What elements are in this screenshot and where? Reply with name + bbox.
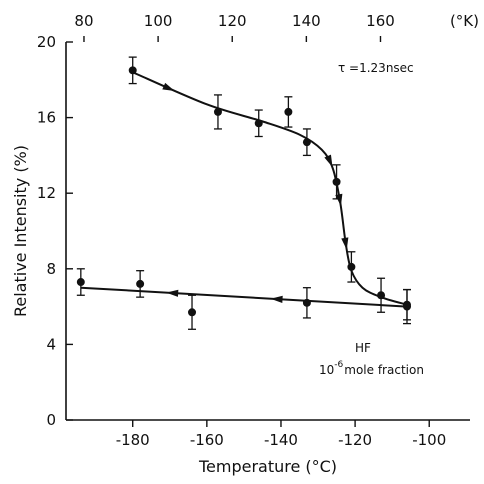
marker bbox=[128, 66, 137, 75]
data-point bbox=[136, 270, 145, 298]
data-point bbox=[76, 268, 85, 296]
data-point bbox=[377, 277, 386, 313]
marker bbox=[254, 119, 263, 128]
tau-annotation: τ =1.23nsec bbox=[338, 61, 414, 75]
fraction-exponent: -6 bbox=[334, 360, 343, 370]
y-tick-label: 20 bbox=[37, 33, 56, 51]
top-tick-label: 120 bbox=[218, 12, 247, 30]
y-tick-label: 4 bbox=[46, 335, 56, 353]
marker bbox=[76, 278, 85, 287]
marker bbox=[302, 138, 311, 147]
marker bbox=[347, 262, 356, 271]
marker bbox=[188, 308, 197, 317]
data-point bbox=[402, 288, 411, 321]
data-point bbox=[128, 56, 137, 85]
x-tick-label: -160 bbox=[190, 431, 224, 449]
fit-curves bbox=[80, 71, 408, 308]
data-point bbox=[213, 94, 222, 130]
ticks-layer: -180 -160 -140 -120 -100 0 4 8 12 16 20 80 100 120 140… bbox=[37, 12, 446, 449]
data-point bbox=[332, 164, 341, 200]
x-tick-label: -140 bbox=[264, 431, 298, 449]
x-tick-label: -120 bbox=[338, 431, 372, 449]
top-tick-label: 100 bbox=[144, 12, 173, 30]
y-axis-title: Relative Intensity (%) bbox=[11, 145, 30, 317]
mole-fraction-annotation: 10-6mole fraction bbox=[319, 360, 424, 377]
x-tick-label: -100 bbox=[412, 431, 446, 449]
direction-arrows bbox=[162, 82, 349, 303]
x-axis-title: Temperature (°C) bbox=[198, 457, 337, 476]
hf-annotation: HF bbox=[355, 341, 371, 355]
arrow-lower bbox=[166, 289, 179, 297]
fraction-text: mole fraction bbox=[344, 363, 424, 377]
fit-line-1 bbox=[80, 286, 408, 308]
marker bbox=[213, 107, 222, 116]
marker bbox=[136, 279, 145, 288]
data-points bbox=[76, 56, 411, 330]
top-tick-label: 80 bbox=[74, 12, 93, 30]
marker bbox=[284, 107, 293, 116]
y-tick-label: 16 bbox=[37, 109, 56, 127]
top-axis-unit: (°K) bbox=[450, 12, 479, 30]
x-tick-label: -180 bbox=[116, 431, 150, 449]
y-tick-label: 12 bbox=[37, 184, 56, 202]
arrow-upper bbox=[341, 237, 349, 250]
data-point bbox=[188, 294, 197, 330]
arrow-upper bbox=[324, 154, 333, 168]
fit-line-0 bbox=[132, 71, 408, 306]
data-point bbox=[302, 287, 311, 319]
y-tick-label: 0 bbox=[46, 411, 56, 429]
data-point bbox=[254, 109, 263, 138]
top-tick-label: 140 bbox=[292, 12, 321, 30]
top-tick-label: 160 bbox=[366, 12, 395, 30]
fraction-base: 10 bbox=[319, 363, 334, 377]
data-point bbox=[347, 251, 356, 283]
arrow-lower bbox=[270, 295, 283, 303]
marker bbox=[302, 298, 311, 307]
marker bbox=[332, 177, 341, 186]
marker bbox=[377, 291, 386, 300]
y-tick-label: 8 bbox=[46, 260, 56, 278]
data-point bbox=[302, 128, 311, 157]
marker bbox=[402, 300, 411, 309]
data-point bbox=[284, 96, 293, 128]
arrow-upper bbox=[162, 82, 175, 91]
